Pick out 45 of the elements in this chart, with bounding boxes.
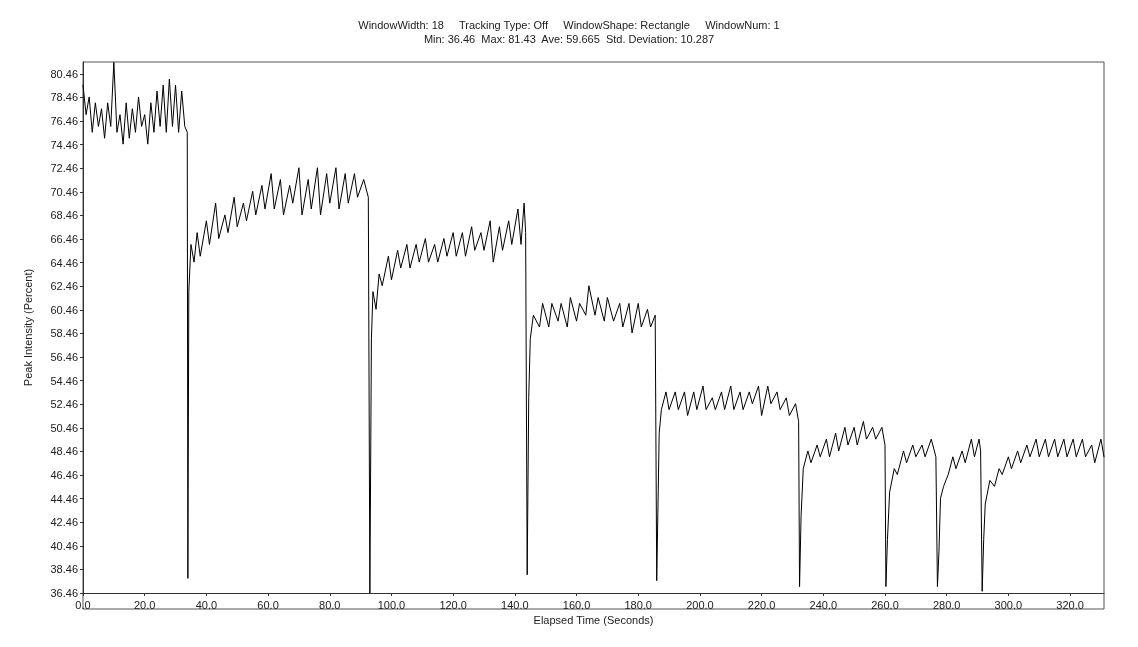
chart-title: WindowWidth: 18 Tracking Type: Off WindowShape: Rectangle WindowNum: 1 [358,18,780,31]
y-tick-label: 80.46 [50,67,78,80]
y-tick-label: 46.46 [50,469,78,481]
y-tick-label: 78.46 [50,91,78,104]
y-tick-label: 56.46 [50,351,78,363]
y-tick-label: 38.46 [50,563,78,576]
x-tick-label: 20.0 [133,598,156,611]
y-tick-label: 64.46 [50,256,78,269]
y-tick-label: 58.46 [50,327,78,340]
y-tick-label: 44.46 [50,492,78,505]
line-series [82,61,1105,594]
x-tick-label: 320.0 [1056,598,1084,611]
x-tick-label: 120.0 [439,598,467,611]
y-tick-label: 52.46 [50,398,78,411]
x-axis-title: Elapsed Time (Seconds) [533,614,654,627]
x-tick-label: 80.0 [319,598,341,611]
y-tick-label: 60.46 [50,303,78,316]
x-tick-label: 300.0 [994,598,1023,611]
x-tick-label: 260.0 [871,598,899,611]
x-tick-label: 240.0 [809,598,838,611]
y-tick-label: 42.46 [50,516,78,529]
x-tick-label: 160.0 [562,598,591,611]
y-tick-label: 62.46 [50,280,78,293]
y-tick-label: 48.46 [50,445,78,458]
x-tick-label: 280.0 [932,598,961,611]
x-tick-label: 180.0 [624,598,652,611]
x-tick-label: 100.0 [377,598,406,611]
x-tick-label: 140.0 [501,598,529,611]
y-tick-label: 68.46 [50,209,78,222]
y-tick-label: 76.46 [50,115,78,127]
y-tick-label: 66.46 [50,233,78,245]
y-axis-title: Peak Intensity (Percent) [21,268,34,387]
x-tick-label: 0.0 [75,598,91,611]
x-tick-label: 220.0 [747,598,776,611]
y-tick-label: 72.46 [50,162,78,175]
x-tick-label: 60.0 [257,598,279,611]
y-tick-label: 74.46 [50,138,78,151]
y-tick-label: 40.46 [50,539,78,552]
chart-subtitle: Min: 36.46 Max: 81.43 Ave: 59.665 Std. Deviation: 10.287 [423,32,715,45]
y-tick-label: 70.46 [50,185,78,198]
x-tick-label: 200.0 [686,598,714,611]
y-tick-label: 36.46 [50,587,78,599]
x-tick-label: 40.0 [195,598,218,611]
y-tick-label: 50.46 [50,421,78,434]
y-tick-label: 54.46 [50,374,78,387]
